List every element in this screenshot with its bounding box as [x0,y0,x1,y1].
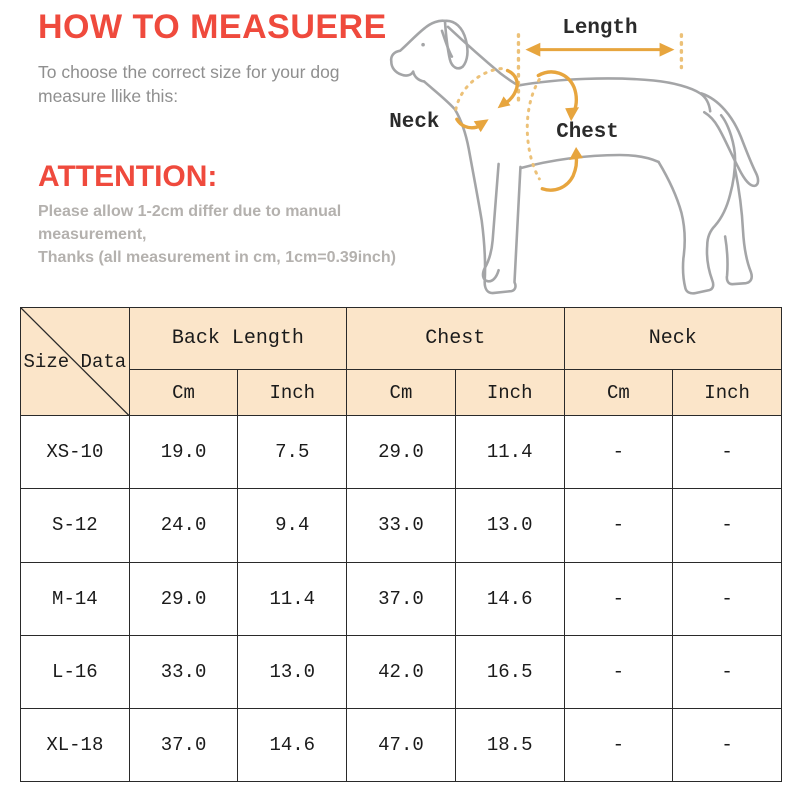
neck-arrow [455,117,479,130]
dog-head-top [389,19,447,63]
attention-panel: ATTENTION: Please allow 1-2cm differ due… [38,160,418,270]
subtitle-line-2: measure llike this: [38,85,179,106]
value-cell: 29.0 [346,415,456,490]
attention-line-2: Thanks (all measurement in cm, 1cm=0.39i… [38,249,396,267]
dog-rear-leg [657,113,737,295]
corner-label: Size Data [23,350,127,373]
subheader-backlength-cm: Cm [128,369,239,417]
chest-dashed-arc [525,77,541,181]
length-arrowhead-left [525,42,541,57]
subheader-chest-cm: Cm [346,369,456,417]
subheader-backlength-inch: Inch [237,369,348,417]
col-group-back-length: Back Length [128,306,348,371]
dog-front-leg-inner [481,162,500,283]
subheader-neck-inch: Inch [672,369,782,417]
corner-diagonal-line [21,308,129,415]
page-title: HOW TO MEASUERE [38,8,387,46]
size-label: XS-10 [20,415,130,490]
col-group-chest: Chest [346,306,565,371]
value-cell: 37.0 [346,561,456,636]
value-cell: - [563,634,674,709]
length-arrowhead-right [659,42,675,57]
value-cell: 11.4 [237,561,348,636]
subheader-chest-inch: Inch [454,369,565,417]
value-cell: 14.6 [237,707,348,783]
dog-rear-leg-far [723,167,754,286]
value-cell: 11.4 [454,415,565,490]
value-cell: 19.0 [128,415,239,490]
value-cell: 13.0 [454,488,565,563]
withers-arrowhead [497,96,511,109]
value-cell: - [672,707,782,783]
corner-cell-size-data: Size Data [20,306,130,417]
dog-muzzle-jaw [389,60,426,83]
value-cell: 9.4 [237,488,348,563]
dog-ear-inner [440,29,454,58]
table-row-l-16: L-16 33.0 13.0 42.0 16.5 - - [20,634,782,709]
dog-belly [520,153,660,170]
withers-arrow [503,68,519,106]
col-group-neck: Neck [563,306,783,371]
instructions-subtitle: To choose the correct size for your dog … [38,61,398,108]
attention-body: Please allow 1-2cm differ due to manual … [38,200,418,270]
neck-arrowhead [473,119,489,133]
neck-dashed-arc [454,67,506,111]
chest-arrow-upper [536,70,579,113]
chest-arrowhead-upper [565,107,580,122]
dog-neck-front-leg [422,80,522,295]
length-label: Length [562,17,637,40]
subtitle-line-1: To choose the correct size for your dog [38,62,340,82]
instructions-panel: HOW TO MEASUERE To choose the correct si… [38,8,398,108]
chest-label: Chest [556,121,619,144]
value-cell: 24.0 [128,488,239,563]
value-cell: - [563,415,674,490]
size-table: Size Data Back Length Chest Neck Cm Inch… [20,306,783,783]
size-label: L-16 [20,634,130,709]
value-cell: - [672,634,782,709]
dog-diagram-svg: Length Neck Chest [389,17,760,295]
value-cell: 18.5 [454,707,565,783]
size-label: XL-18 [20,707,130,783]
dog-measurement-diagram: Length Neck Chest [380,0,800,308]
dog-outline-drawing [389,19,760,295]
value-cell: 47.0 [346,707,456,783]
value-cell: 7.5 [237,415,348,490]
value-cell: - [563,488,674,563]
chest-arrowhead-lower [569,147,584,160]
table-row-m-14: M-14 29.0 11.4 37.0 14.6 - - [20,561,782,636]
value-cell: - [672,488,782,563]
size-label: M-14 [20,561,130,636]
dog-eye [421,42,425,47]
dog-tail [699,92,760,188]
value-cell: - [563,707,674,783]
table-row-s-12: S-12 24.0 9.4 33.0 13.0 - - [20,488,782,563]
value-cell: - [672,415,782,490]
value-cell: 42.0 [346,634,456,709]
subheader-neck-cm: Cm [563,369,674,417]
value-cell: - [672,561,782,636]
table-row-xs-10: XS-10 19.0 7.5 29.0 11.4 - - [20,415,782,490]
value-cell: 13.0 [237,634,348,709]
chest-arrow-lower [540,154,579,192]
size-label: S-12 [20,488,130,563]
value-cell: 14.6 [454,561,565,636]
value-cell: 29.0 [128,561,239,636]
table-row-xl-18: XL-18 37.0 14.6 47.0 18.5 - - [20,707,782,783]
neck-label: Neck [389,111,439,134]
value-cell: 37.0 [128,707,239,783]
value-cell: 33.0 [346,488,456,563]
value-cell: 33.0 [128,634,239,709]
value-cell: - [563,561,674,636]
measurement-annotations: Length Neck Chest [389,17,684,192]
value-cell: 16.5 [454,634,565,709]
attention-title: ATTENTION: [38,160,218,193]
attention-line-1: Please allow 1-2cm differ due to manual … [38,203,342,244]
